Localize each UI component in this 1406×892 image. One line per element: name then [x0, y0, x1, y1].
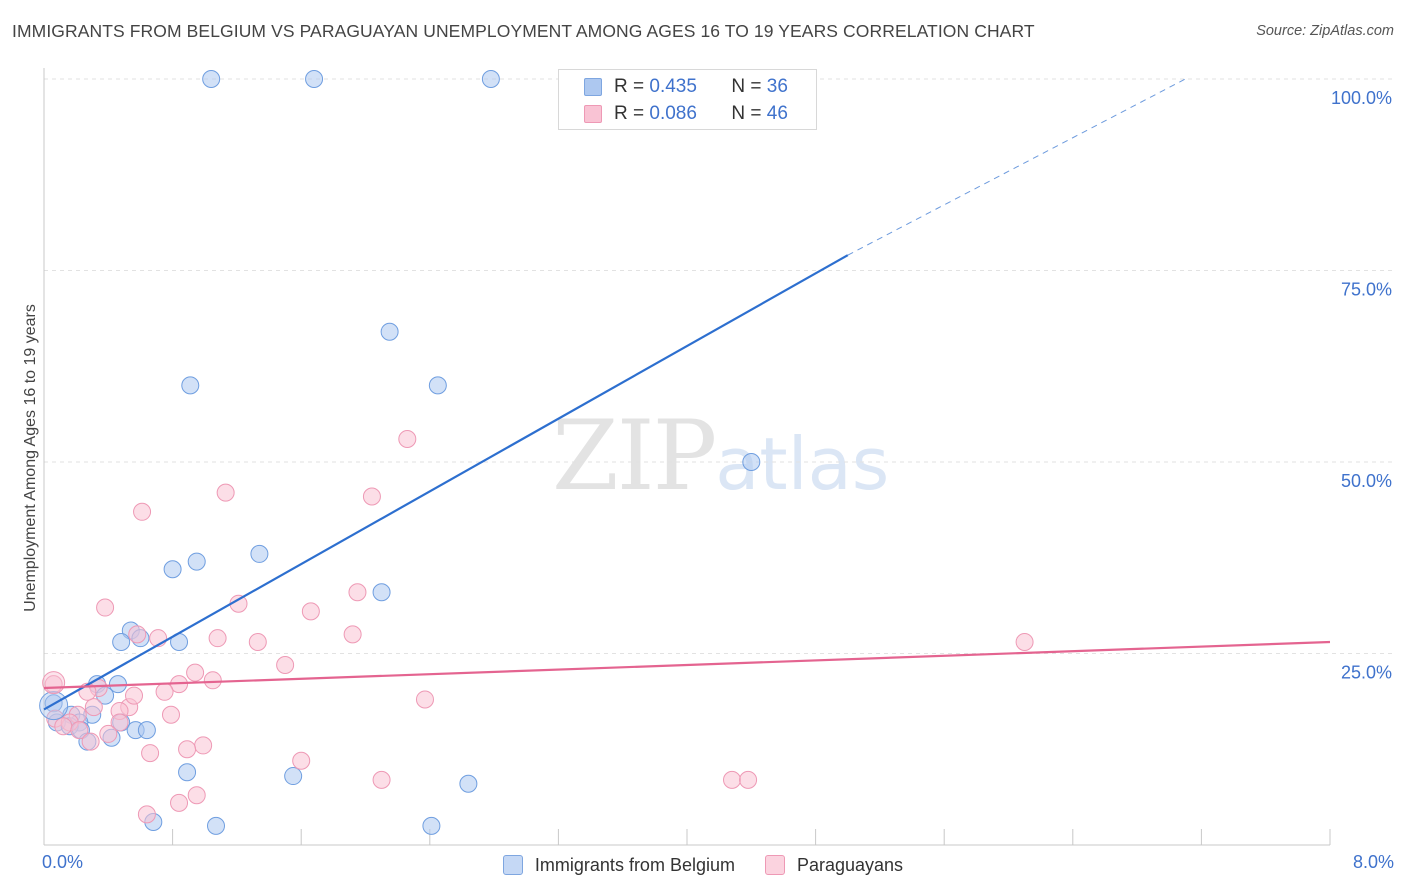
- point-paraguayans-8: [128, 625, 147, 644]
- point-paraguayans-6: [301, 602, 320, 621]
- point-belgium-6: [742, 453, 761, 471]
- point-belgium-13: [112, 633, 131, 652]
- point-paraguayans-13: [1015, 633, 1034, 652]
- legend-n-label: N =: [731, 76, 762, 97]
- point-belgium-31: [284, 767, 303, 786]
- y-axis-label: Unemployment Among Ages 16 to 19 years: [22, 304, 39, 612]
- point-paraguayans-22: [84, 698, 103, 717]
- legend-r-label: R =: [614, 103, 645, 124]
- point-paraguayans-0: [398, 430, 417, 449]
- point-paraguayans-29: [54, 717, 73, 736]
- point-paraguayans-40: [739, 770, 758, 789]
- y-tick-label-25: 25.0%: [1341, 663, 1392, 683]
- legend-n-value-belgium: 36: [766, 76, 788, 97]
- source-label: Source: ZipAtlas.com: [1256, 23, 1394, 39]
- legend-row-paraguayans: R = 0.086 N = 46: [584, 102, 788, 126]
- point-belgium-32: [459, 774, 478, 793]
- point-paraguayans-3: [133, 502, 152, 521]
- point-paraguayans-7: [348, 583, 367, 602]
- point-belgium-2: [481, 70, 500, 88]
- legend-r-value-paraguayans: 0.086: [649, 103, 697, 124]
- point-belgium-30: [178, 763, 197, 782]
- point-paraguayans-21: [415, 690, 434, 709]
- series-legend-belgium[interactable]: Immigrants from Belgium: [502, 854, 735, 876]
- point-paraguayans-16: [203, 671, 222, 690]
- series-swatch-belgium: [502, 855, 523, 875]
- point-paraguayans-33: [81, 732, 100, 751]
- point-paraguayans-1: [216, 483, 235, 502]
- legend-n-value-paraguayans: 46: [766, 103, 788, 124]
- y-tick-label-100: 100.0%: [1331, 88, 1392, 108]
- point-belgium-5: [428, 376, 447, 395]
- legend-r-label: R =: [614, 76, 645, 97]
- watermark-zip: ZIP: [552, 400, 717, 512]
- point-belgium-4: [181, 376, 200, 395]
- point-paraguayans-20: [155, 682, 174, 701]
- point-belgium-27: [137, 721, 156, 740]
- series-swatch-paraguayans: [764, 855, 785, 875]
- y-tick-label-50: 50.0%: [1341, 471, 1392, 491]
- legend-r-value-belgium: 0.435: [649, 76, 697, 97]
- series-legend-paraguayans[interactable]: Paraguayans: [764, 854, 904, 876]
- point-paraguayans-34: [194, 736, 213, 755]
- point-paraguayans-cluster: [42, 671, 66, 695]
- point-paraguayans-26: [161, 705, 180, 724]
- trendline-belgium-extension: [847, 78, 1186, 256]
- point-belgium-34: [207, 816, 226, 835]
- point-paraguayans-31: [70, 721, 89, 740]
- point-belgium-7: [250, 544, 269, 563]
- correlation-legend: R = 0.435 N = 36 R = 0.086 N = 46: [558, 69, 817, 130]
- series-label-belgium: Immigrants from Belgium: [534, 854, 735, 875]
- point-paraguayans-2: [362, 487, 381, 506]
- legend-row-belgium: R = 0.435 N = 36: [584, 75, 788, 99]
- series-label-paraguayans: Paraguayans: [796, 854, 904, 875]
- point-belgium-0: [202, 70, 221, 88]
- point-paraguayans-36: [141, 744, 160, 763]
- point-belgium-1: [305, 70, 324, 88]
- point-belgium-35: [422, 816, 441, 835]
- point-paraguayans-45: [125, 686, 144, 705]
- chart-title: IMMIGRANTS FROM BELGIUM VS PARAGUAYAN UN…: [12, 21, 1035, 41]
- point-belgium-cluster: [39, 691, 69, 721]
- point-paraguayans-12: [343, 625, 362, 644]
- watermark: ZIPatlas: [552, 400, 889, 512]
- point-belgium-3: [380, 322, 399, 341]
- trendline-belgium: [43, 254, 849, 711]
- point-paraguayans-15: [186, 663, 205, 682]
- point-paraguayans-5: [96, 598, 115, 617]
- point-belgium-9: [163, 560, 182, 579]
- point-paraguayans-14: [276, 655, 295, 674]
- point-paraguayans-41: [187, 786, 206, 805]
- x-tick-label-max: 8.0%: [1352, 852, 1394, 872]
- point-paraguayans-39: [723, 770, 742, 789]
- point-paraguayans-35: [178, 740, 197, 759]
- x-tick-label-min: 0.0%: [42, 852, 84, 872]
- point-paraguayans-11: [248, 633, 267, 652]
- trendline-paraguayans: [43, 640, 1331, 690]
- y-tick-label-75: 75.0%: [1341, 280, 1392, 300]
- point-paraguayans-30: [110, 713, 129, 732]
- legend-swatch-belgium: [584, 78, 602, 96]
- point-belgium-8: [187, 552, 206, 571]
- legend-n-label: N =: [731, 103, 762, 124]
- point-paraguayans-38: [372, 770, 391, 789]
- point-paraguayans-37: [292, 751, 311, 770]
- legend-swatch-paraguayans: [584, 105, 602, 123]
- point-belgium-10: [372, 583, 391, 602]
- point-paraguayans-42: [170, 793, 189, 812]
- series-legend: Immigrants from Belgium Paraguayans: [0, 852, 1406, 878]
- point-paraguayans-43: [137, 805, 156, 824]
- point-paraguayans-32: [99, 724, 118, 743]
- point-paraguayans-10: [208, 629, 227, 648]
